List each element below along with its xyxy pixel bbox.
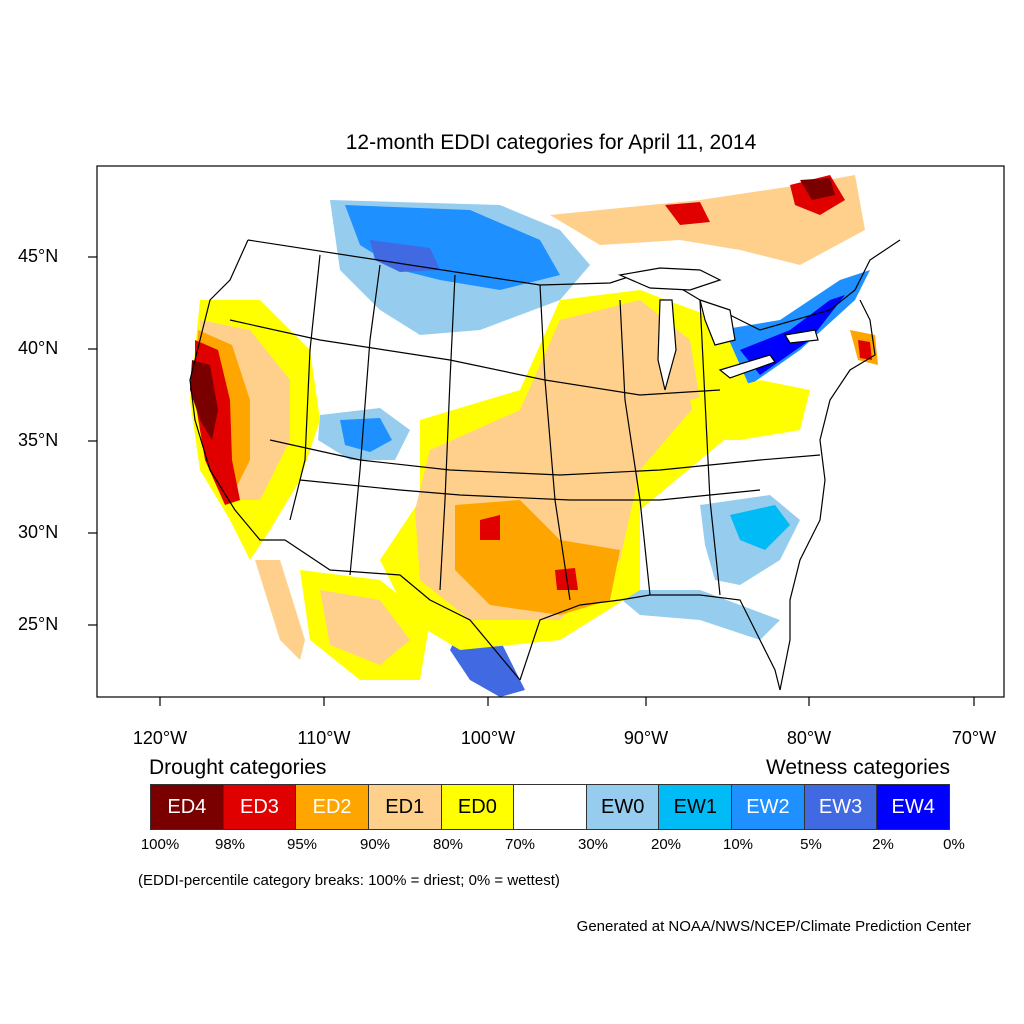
- drought-region-texas-ed3: [480, 515, 500, 540]
- lat-label-35n: 35°N: [18, 430, 59, 450]
- lon-label-110w: 110°W: [297, 728, 351, 748]
- drought-region-new-england-ed3: [858, 340, 872, 360]
- lake-erie: [718, 354, 776, 379]
- state-line-9: [299, 479, 761, 501]
- legend-cell-ed4: ED4: [151, 785, 224, 829]
- state-line-2: [349, 264, 381, 576]
- lon-label-80w: 80°W: [786, 728, 832, 748]
- state-line-4: [539, 284, 571, 601]
- map-panel: [88, 165, 1005, 706]
- drought-region-baja-ed1: [255, 560, 305, 660]
- legend-cell-ew2: EW2: [732, 785, 805, 829]
- lake-ontario: [784, 329, 819, 344]
- break-label: 98%: [214, 836, 246, 853]
- break-label: 0%: [943, 836, 965, 853]
- gulf-coast: [519, 594, 781, 691]
- map-border: [96, 165, 1005, 698]
- lat-label-40n: 40°N: [18, 338, 59, 358]
- category-legend-bar: ED4 ED3 ED2 ED1 ED0 EW0 EW1 EW2 EW3 EW4: [150, 784, 950, 830]
- lon-label-100w: 100°W: [460, 728, 516, 748]
- lon-label-90w: 90°W: [623, 728, 669, 748]
- state-line-8: [269, 439, 821, 476]
- break-label: 30%: [577, 836, 609, 853]
- lat-label-25n: 25°N: [18, 614, 59, 634]
- break-label: 80%: [432, 836, 464, 853]
- legend-cell-ed2: ED2: [296, 785, 369, 829]
- wet-region-great-basin-core: [340, 418, 392, 452]
- state-line-3: [439, 274, 456, 591]
- map-title: 12-month EDDI categories for April 11, 2…: [345, 131, 757, 154]
- legend-cell-ew1: EW1: [659, 785, 733, 829]
- lake-michigan: [657, 299, 677, 391]
- east-coast: [779, 299, 876, 691]
- break-label: 2%: [872, 836, 894, 853]
- legend-cell-ew3: EW3: [804, 785, 878, 829]
- drought-region-california-ed4: [190, 360, 218, 440]
- drought-region-lake-superior-ed3: [665, 202, 710, 225]
- break-label: 95%: [286, 836, 318, 853]
- lat-label-45n: 45°N: [18, 246, 59, 266]
- lake-huron: [699, 299, 736, 346]
- break-label: 100%: [140, 836, 180, 853]
- wet-region-gulf-coast: [610, 590, 780, 640]
- legend-cell-ew4: EW4: [877, 785, 950, 829]
- great-lakes: [617, 267, 819, 391]
- legend-cell-neutral: [514, 785, 587, 829]
- lat-label-30n: 30°N: [18, 522, 59, 542]
- west-coast: [189, 239, 285, 541]
- lon-label-70w: 70°W: [951, 728, 997, 748]
- credit-line: Generated at NOAA/NWS/NCEP/Climate Predi…: [576, 918, 971, 935]
- lake-superior: [617, 267, 722, 291]
- state-line-5: [619, 299, 651, 596]
- break-label: 90%: [359, 836, 391, 853]
- state-line-6: [699, 299, 721, 596]
- state-line-1: [289, 254, 321, 521]
- drought-categories-title: Drought categories: [149, 756, 327, 779]
- category-breaks-note: (EDDI-percentile category breaks: 100% =…: [138, 872, 560, 889]
- drought-region-mexico-ed1: [320, 590, 410, 665]
- break-label: 10%: [722, 836, 754, 853]
- wetness-categories-title: Wetness categories: [765, 756, 950, 779]
- drought-region-ohio-valley-ed0: [690, 380, 810, 440]
- legend-cell-ed1: ED1: [368, 785, 442, 829]
- us-mexico-border: [284, 539, 521, 681]
- state-line-7: [229, 319, 721, 396]
- wet-region-southeast-core: [730, 505, 790, 550]
- wet-region-north-plains-deep: [370, 240, 440, 272]
- legend-cell-ew0: EW0: [586, 785, 660, 829]
- break-label: 5%: [800, 836, 822, 853]
- break-label: 70%: [504, 836, 536, 853]
- break-label: 20%: [650, 836, 682, 853]
- legend-cell-ed0: ED0: [441, 785, 515, 829]
- tick-marks: [88, 256, 975, 706]
- lon-label-120w: 120°W: [132, 728, 188, 748]
- legend-cell-ed3: ED3: [223, 785, 297, 829]
- drought-region-canada-ed4: [800, 178, 835, 200]
